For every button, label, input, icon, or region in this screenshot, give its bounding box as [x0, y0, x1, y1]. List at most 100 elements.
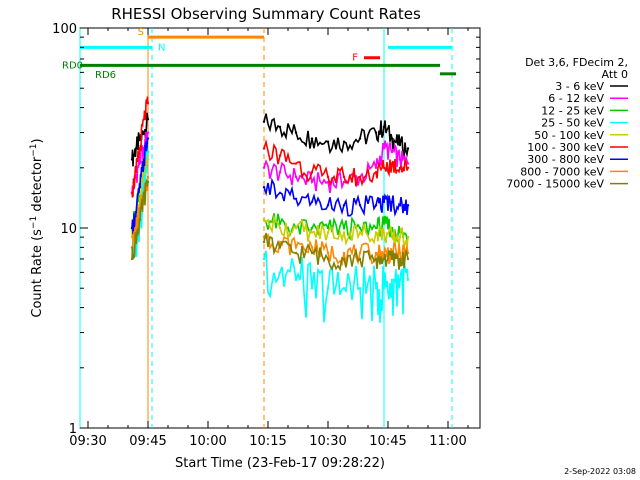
series-0-point-7	[295, 131, 297, 133]
series-5-point-4	[147, 102, 149, 104]
series-8-point-3	[143, 198, 145, 200]
series-3-point-11	[359, 287, 361, 289]
annotation-bars: SNFRD0RD6	[62, 27, 456, 81]
x-tick-label-2: 10:00	[189, 434, 226, 449]
series-8-point-1	[135, 236, 137, 238]
series-6-point-15	[399, 204, 401, 206]
x-tick-label-3: 10:15	[249, 434, 286, 449]
series-line-6	[132, 138, 408, 234]
series-2-point-8	[311, 227, 313, 229]
legend-label-1: 6 - 12 keV	[548, 92, 604, 105]
series-7-point-12	[375, 252, 377, 254]
series-8-point-5	[263, 241, 265, 243]
series-0-point-14	[391, 137, 393, 139]
y-tick-label-0: 1	[69, 422, 77, 437]
series-7-point-7	[295, 246, 297, 248]
series-8-point-13	[383, 258, 385, 260]
series-8-point-12	[375, 258, 377, 260]
series-8-point-2	[139, 219, 141, 221]
series-1-point-8	[311, 181, 313, 183]
series-line-5	[132, 97, 408, 198]
series-4-point-8	[311, 231, 313, 233]
legend-label-8: 7000 - 15000 keV	[506, 178, 604, 191]
series-5-point-2	[139, 147, 141, 149]
x-tick-label-5: 10:45	[369, 434, 406, 449]
series-6-point-8	[311, 201, 313, 203]
series-5-point-15	[399, 167, 401, 169]
series-2-point-11	[359, 227, 361, 229]
series-2-point-12	[375, 227, 377, 229]
y-axis-label-sup-2: −1	[29, 143, 39, 156]
legend-label-4: 50 - 100 keV	[534, 129, 604, 142]
series-5-point-1	[135, 171, 137, 173]
series-3-point-9	[327, 287, 329, 289]
series-5-point-8	[311, 171, 313, 173]
series-5-point-6	[279, 154, 281, 156]
series-0-point-16	[407, 147, 409, 149]
series-8-point-8	[311, 252, 313, 254]
series-8-point-9	[327, 258, 329, 260]
y-axis-label-sup: −1	[29, 216, 39, 229]
series-6-point-4	[147, 137, 149, 139]
series-0-point-9	[327, 141, 329, 143]
series-8-point-10	[343, 258, 345, 260]
legend-label-5: 100 - 300 keV	[527, 141, 604, 154]
series-5-point-3	[143, 118, 145, 120]
series-0-point-5	[263, 121, 265, 123]
legend-label-7: 800 - 7000 keV	[520, 165, 604, 178]
series-1-point-12	[375, 167, 377, 169]
series-6-point-1	[135, 211, 137, 213]
series-layer	[131, 97, 409, 323]
annotation-label-rd0: RD0	[62, 60, 83, 71]
series-6-point-12	[375, 204, 377, 206]
x-tick-label-6: 11:00	[429, 434, 466, 449]
series-8-point-7	[295, 252, 297, 254]
series-6-point-9	[327, 204, 329, 206]
series-6-point-2	[139, 186, 141, 188]
series-0-point-6	[279, 126, 281, 128]
series-6-point-6	[279, 192, 281, 194]
series-0-point-0	[131, 158, 133, 160]
series-3-point-7	[295, 279, 297, 281]
series-1-point-16	[407, 162, 409, 164]
series-4-point-5	[263, 219, 265, 221]
series-5-point-12	[375, 171, 377, 173]
series-4-point-7	[295, 227, 297, 229]
series-8-point-4	[147, 181, 149, 183]
series-7-point-11	[359, 252, 361, 254]
series-1-point-4	[147, 131, 149, 133]
series-5-point-10	[343, 176, 345, 178]
series-0-point-15	[399, 144, 401, 146]
series-4-point-9	[327, 231, 329, 233]
series-7-point-9	[327, 252, 329, 254]
series-3-point-12	[375, 287, 377, 289]
series-0-point-8	[311, 137, 313, 139]
series-8-point-6	[279, 246, 281, 248]
y-axis-label-close: )	[30, 138, 45, 143]
series-6-point-11	[359, 204, 361, 206]
series-6-point-3	[143, 158, 145, 160]
series-4-point-13	[383, 231, 385, 233]
series-3-point-6	[279, 271, 281, 273]
series-4-point-15	[399, 236, 401, 238]
series-4-point-11	[359, 231, 361, 233]
series-1-point-14	[391, 151, 393, 153]
x-axis-label: Start Time (23-Feb-17 09:28:22)	[175, 456, 385, 471]
series-6-point-10	[343, 204, 345, 206]
series-4-point-6	[279, 227, 281, 229]
series-1-point-15	[399, 158, 401, 160]
series-7-point-15	[399, 252, 401, 254]
series-4-point-10	[343, 231, 345, 233]
series-7-point-4	[147, 176, 149, 178]
y-axis-label: Count Rate (s−1 detector−1)	[29, 138, 45, 317]
series-1-point-5	[263, 167, 265, 169]
series-0-point-12	[375, 131, 377, 133]
series-3-point-15	[399, 279, 401, 281]
y-tick-label-1: 10	[60, 222, 77, 237]
annotation-label-n: N	[158, 42, 165, 53]
series-2-point-13	[383, 223, 385, 225]
y-axis-ticks: 1 10 100	[52, 22, 480, 437]
series-5-point-16	[407, 167, 409, 169]
series-3-point-13	[383, 287, 385, 289]
